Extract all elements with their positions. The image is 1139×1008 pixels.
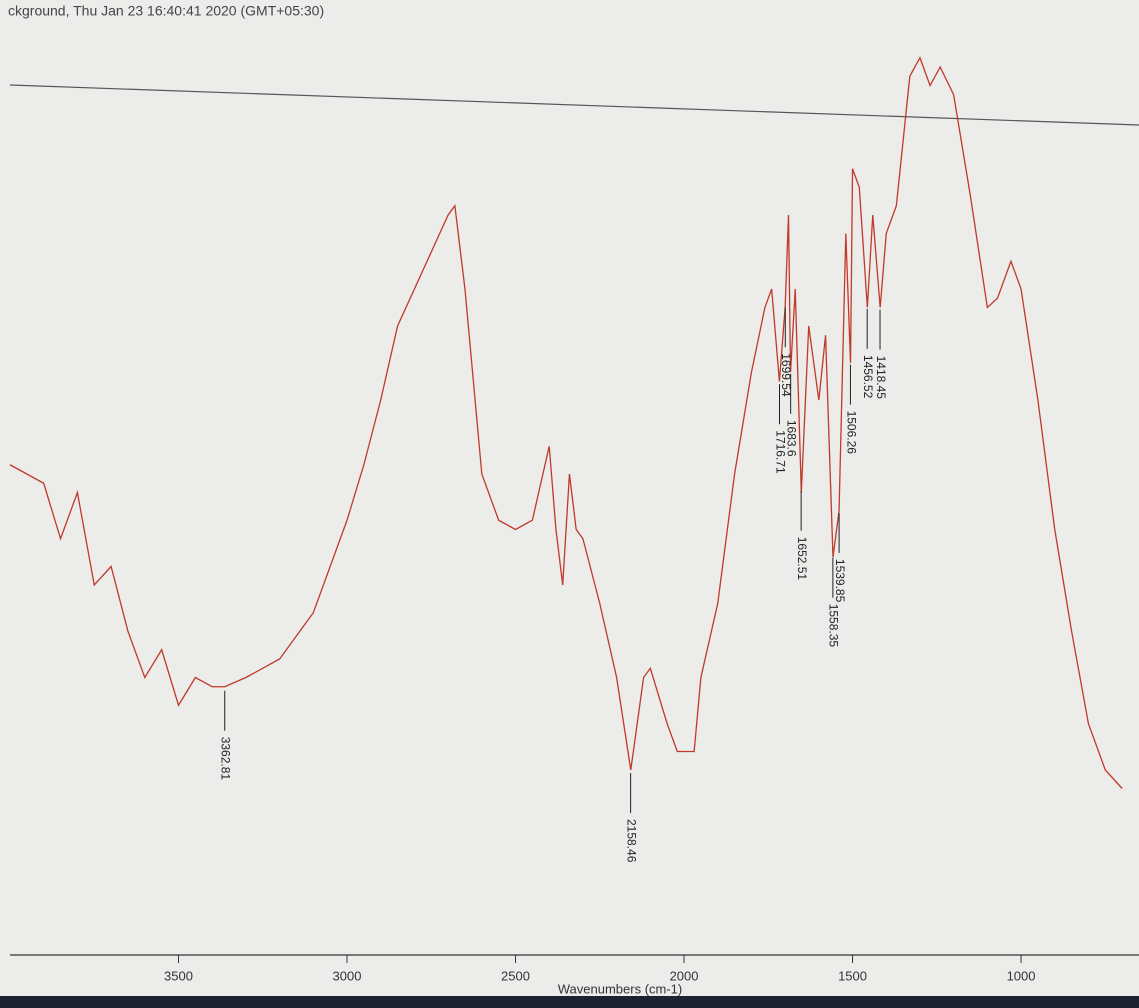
peak-label: 1506.26 (844, 411, 858, 455)
screen-background (0, 0, 1139, 1008)
x-tick-label: 1000 (1007, 968, 1036, 983)
peak-label: 1683.6 (784, 420, 798, 457)
peak-label: 1558.35 (827, 604, 841, 648)
page: {"chart_data": {"type": "line", "title":… (0, 0, 1139, 1008)
peak-label: 1456.52 (861, 355, 875, 399)
peak-label: 3362.81 (219, 737, 233, 781)
chart-title: ckground, Thu Jan 23 16:40:41 2020 (GMT+… (8, 3, 324, 19)
peak-label: 2158.46 (624, 819, 638, 863)
x-tick-label: 3000 (333, 968, 362, 983)
x-tick-label: 1500 (838, 968, 867, 983)
x-tick-label: 2500 (501, 968, 530, 983)
peak-label: 1418.45 (874, 356, 888, 400)
x-tick-label: 2000 (670, 968, 699, 983)
peak-label: 1652.51 (795, 537, 809, 581)
x-tick-label: 3500 (164, 968, 193, 983)
peak-label: 1539.85 (833, 559, 847, 603)
chart: ckground, Thu Jan 23 16:40:41 2020 (GMT+… (0, 0, 1139, 1008)
x-axis-label: Wavenumbers (cm-1) (558, 981, 682, 996)
taskbar (0, 996, 1139, 1008)
